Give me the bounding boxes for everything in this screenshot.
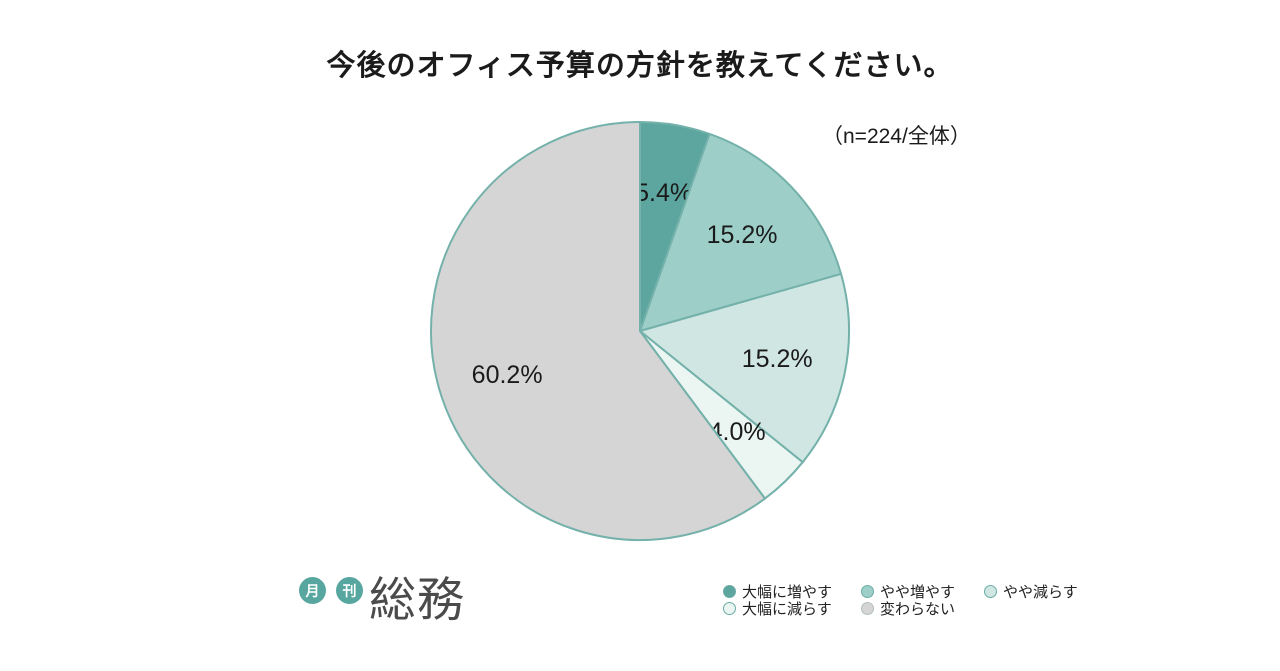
legend-swatch: [861, 585, 874, 598]
slice-value-label: 15.2%: [742, 345, 813, 373]
legend-label: 変わらない: [880, 601, 956, 618]
pie-slice-3: [639, 272, 850, 464]
logo-wordmark-soumu: 総務: [369, 573, 465, 626]
legend-item-4: 大幅に減らす: [723, 598, 861, 619]
pie-slice-2: [639, 132, 843, 332]
legend-swatch: [984, 585, 997, 598]
pie-slice-5: [430, 121, 766, 541]
slice-value-label: 5.4%: [635, 179, 692, 207]
logo-circle-getsu: 月: [299, 577, 326, 604]
legend-label: やや増やす: [880, 584, 956, 601]
legend-swatch: [723, 585, 736, 598]
chart-legend: 大幅に増やす やや増やす やや減らす大幅に減らす 変わらない: [723, 581, 1078, 619]
sample-size-note: （n=224/全体）: [822, 125, 971, 148]
slice-value-label: 15.2%: [707, 221, 778, 249]
legend-swatch: [861, 602, 874, 615]
slice-value-label: 60.2%: [472, 361, 543, 389]
legend-item-1: 大幅に増やす: [723, 581, 861, 602]
legend-item-3: やや減らす: [984, 581, 1078, 602]
chart-title: 今後のオフィス予算の方針を教えてください。: [326, 50, 954, 82]
logo-circle-kan: 刊: [336, 577, 363, 604]
legend-item-2: やや増やす: [861, 581, 984, 602]
legend-swatch: [723, 602, 736, 615]
legend-label: 大幅に減らす: [742, 601, 832, 618]
legend-item-5: 変わらない: [861, 598, 984, 619]
legend-label: 大幅に増やす: [742, 584, 833, 601]
gekkan-soumu-logo: 月 刊 総務: [299, 574, 465, 626]
legend-label: やや減らす: [1003, 584, 1078, 601]
